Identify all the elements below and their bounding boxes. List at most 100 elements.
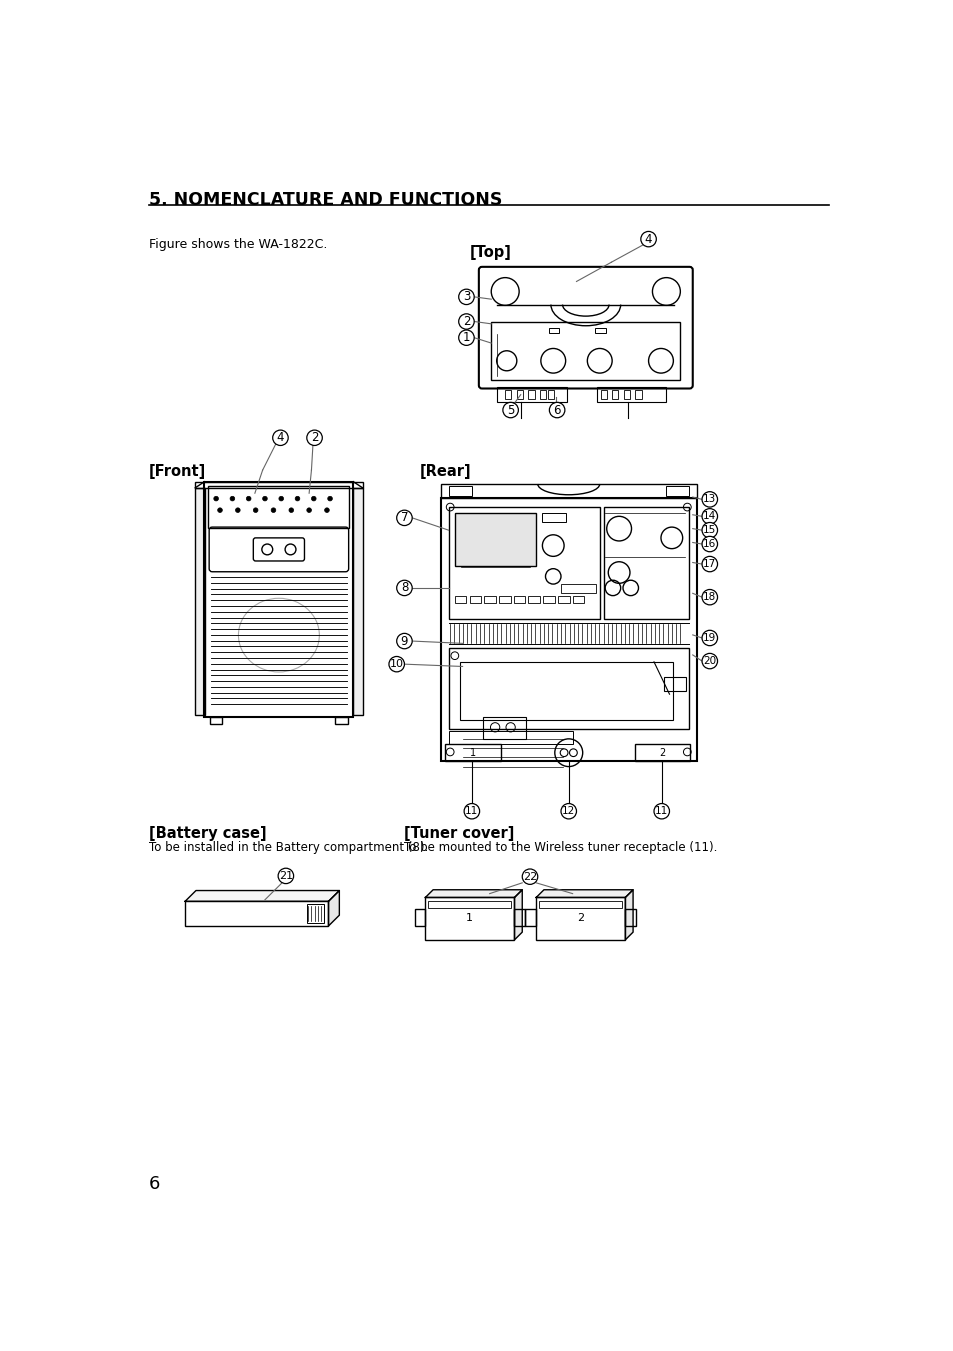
- Circle shape: [271, 508, 275, 512]
- Text: Figure shows the WA-1822C.: Figure shows the WA-1822C.: [149, 238, 327, 250]
- Bar: [663, 677, 685, 692]
- Text: 4: 4: [644, 232, 652, 246]
- Text: To be installed in the Battery compartment (8).: To be installed in the Battery compartme…: [149, 842, 428, 854]
- Bar: [455, 513, 536, 566]
- Circle shape: [701, 654, 717, 669]
- Circle shape: [502, 403, 517, 417]
- Text: 4: 4: [276, 431, 284, 444]
- Text: 5: 5: [506, 404, 514, 416]
- Circle shape: [294, 496, 299, 501]
- Bar: [195, 488, 204, 715]
- Circle shape: [458, 330, 474, 346]
- Bar: [185, 901, 328, 925]
- Circle shape: [307, 508, 311, 512]
- Polygon shape: [328, 890, 339, 925]
- Circle shape: [213, 496, 218, 501]
- Circle shape: [701, 492, 717, 507]
- Circle shape: [701, 557, 717, 571]
- Circle shape: [701, 523, 717, 538]
- Circle shape: [273, 430, 288, 446]
- Bar: [484, 596, 496, 604]
- Text: To be mounted to the Wireless tuner receptacle (11).: To be mounted to the Wireless tuner rece…: [404, 842, 717, 854]
- Polygon shape: [425, 890, 521, 897]
- Text: [Tuner cover]: [Tuner cover]: [404, 825, 515, 840]
- Circle shape: [289, 508, 294, 512]
- Bar: [307, 904, 323, 923]
- Text: 2: 2: [577, 913, 583, 923]
- Text: 12: 12: [561, 807, 575, 816]
- Polygon shape: [185, 890, 339, 901]
- Text: 3: 3: [462, 290, 470, 304]
- Text: 2: 2: [311, 431, 318, 444]
- Text: 20: 20: [702, 657, 716, 666]
- Bar: [635, 390, 641, 400]
- Bar: [425, 897, 514, 940]
- Bar: [505, 390, 511, 400]
- Text: 14: 14: [702, 511, 716, 521]
- Bar: [517, 390, 522, 400]
- Bar: [444, 744, 500, 761]
- Text: 17: 17: [702, 559, 716, 569]
- Circle shape: [560, 804, 576, 819]
- Text: 6: 6: [149, 1174, 160, 1193]
- Text: 13: 13: [702, 494, 716, 504]
- Bar: [353, 488, 362, 715]
- Text: 18: 18: [702, 592, 716, 603]
- Circle shape: [549, 403, 564, 417]
- Circle shape: [458, 289, 474, 304]
- Bar: [204, 482, 353, 716]
- Text: 1: 1: [462, 331, 470, 345]
- Text: [Battery case]: [Battery case]: [149, 825, 266, 840]
- Circle shape: [640, 231, 656, 247]
- Text: 22: 22: [522, 871, 537, 882]
- Text: 7: 7: [400, 512, 408, 524]
- Circle shape: [230, 496, 234, 501]
- Bar: [483, 717, 525, 739]
- Circle shape: [307, 430, 322, 446]
- Bar: [547, 390, 554, 400]
- Bar: [542, 513, 565, 523]
- Text: 21: 21: [278, 871, 293, 881]
- Bar: [514, 909, 525, 925]
- Circle shape: [396, 580, 412, 596]
- Bar: [335, 716, 348, 724]
- Bar: [440, 484, 696, 497]
- Text: 2: 2: [659, 747, 665, 758]
- Text: 1: 1: [469, 747, 476, 758]
- Bar: [513, 596, 525, 604]
- Bar: [469, 596, 480, 604]
- Circle shape: [328, 496, 332, 501]
- Bar: [415, 909, 425, 925]
- Circle shape: [246, 496, 251, 501]
- Circle shape: [278, 496, 283, 501]
- Text: 2: 2: [462, 315, 470, 328]
- Text: 6: 6: [553, 404, 560, 416]
- Bar: [665, 486, 688, 496]
- Circle shape: [253, 508, 257, 512]
- Text: [Top]: [Top]: [469, 246, 511, 261]
- Bar: [595, 328, 605, 334]
- Bar: [448, 731, 572, 744]
- Circle shape: [458, 313, 474, 330]
- Text: 15: 15: [702, 526, 716, 535]
- Circle shape: [701, 589, 717, 605]
- Circle shape: [324, 508, 329, 512]
- Bar: [428, 901, 511, 908]
- Bar: [525, 909, 536, 925]
- Circle shape: [262, 496, 267, 501]
- Bar: [634, 744, 690, 761]
- Bar: [612, 390, 618, 400]
- Bar: [539, 390, 546, 400]
- Bar: [195, 482, 362, 488]
- Circle shape: [235, 508, 240, 512]
- Bar: [560, 584, 596, 593]
- Bar: [528, 596, 539, 604]
- Text: 16: 16: [702, 539, 716, 549]
- Bar: [536, 897, 624, 940]
- Bar: [572, 596, 583, 604]
- Text: [Rear]: [Rear]: [419, 463, 471, 480]
- Bar: [498, 596, 510, 604]
- Circle shape: [464, 804, 479, 819]
- Text: 5. NOMENCLATURE AND FUNCTIONS: 5. NOMENCLATURE AND FUNCTIONS: [149, 192, 501, 209]
- Polygon shape: [536, 890, 633, 897]
